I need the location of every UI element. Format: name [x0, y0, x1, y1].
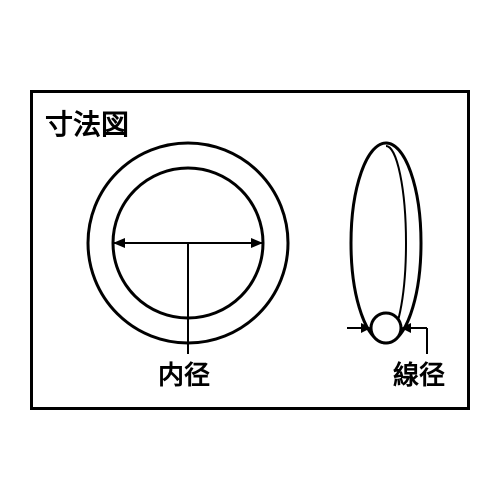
ring-front-view	[73, 138, 303, 363]
section-circle-icon	[371, 313, 401, 343]
ring-side-view	[341, 138, 461, 363]
ring-front-svg	[73, 138, 303, 358]
ring-side-svg	[341, 138, 461, 358]
wire-diameter-label: 線径	[393, 355, 445, 392]
inner-diameter-label: 内径	[158, 355, 210, 392]
diagram-frame: 寸法図	[30, 90, 470, 410]
diagram-title: 寸法図	[45, 103, 129, 143]
